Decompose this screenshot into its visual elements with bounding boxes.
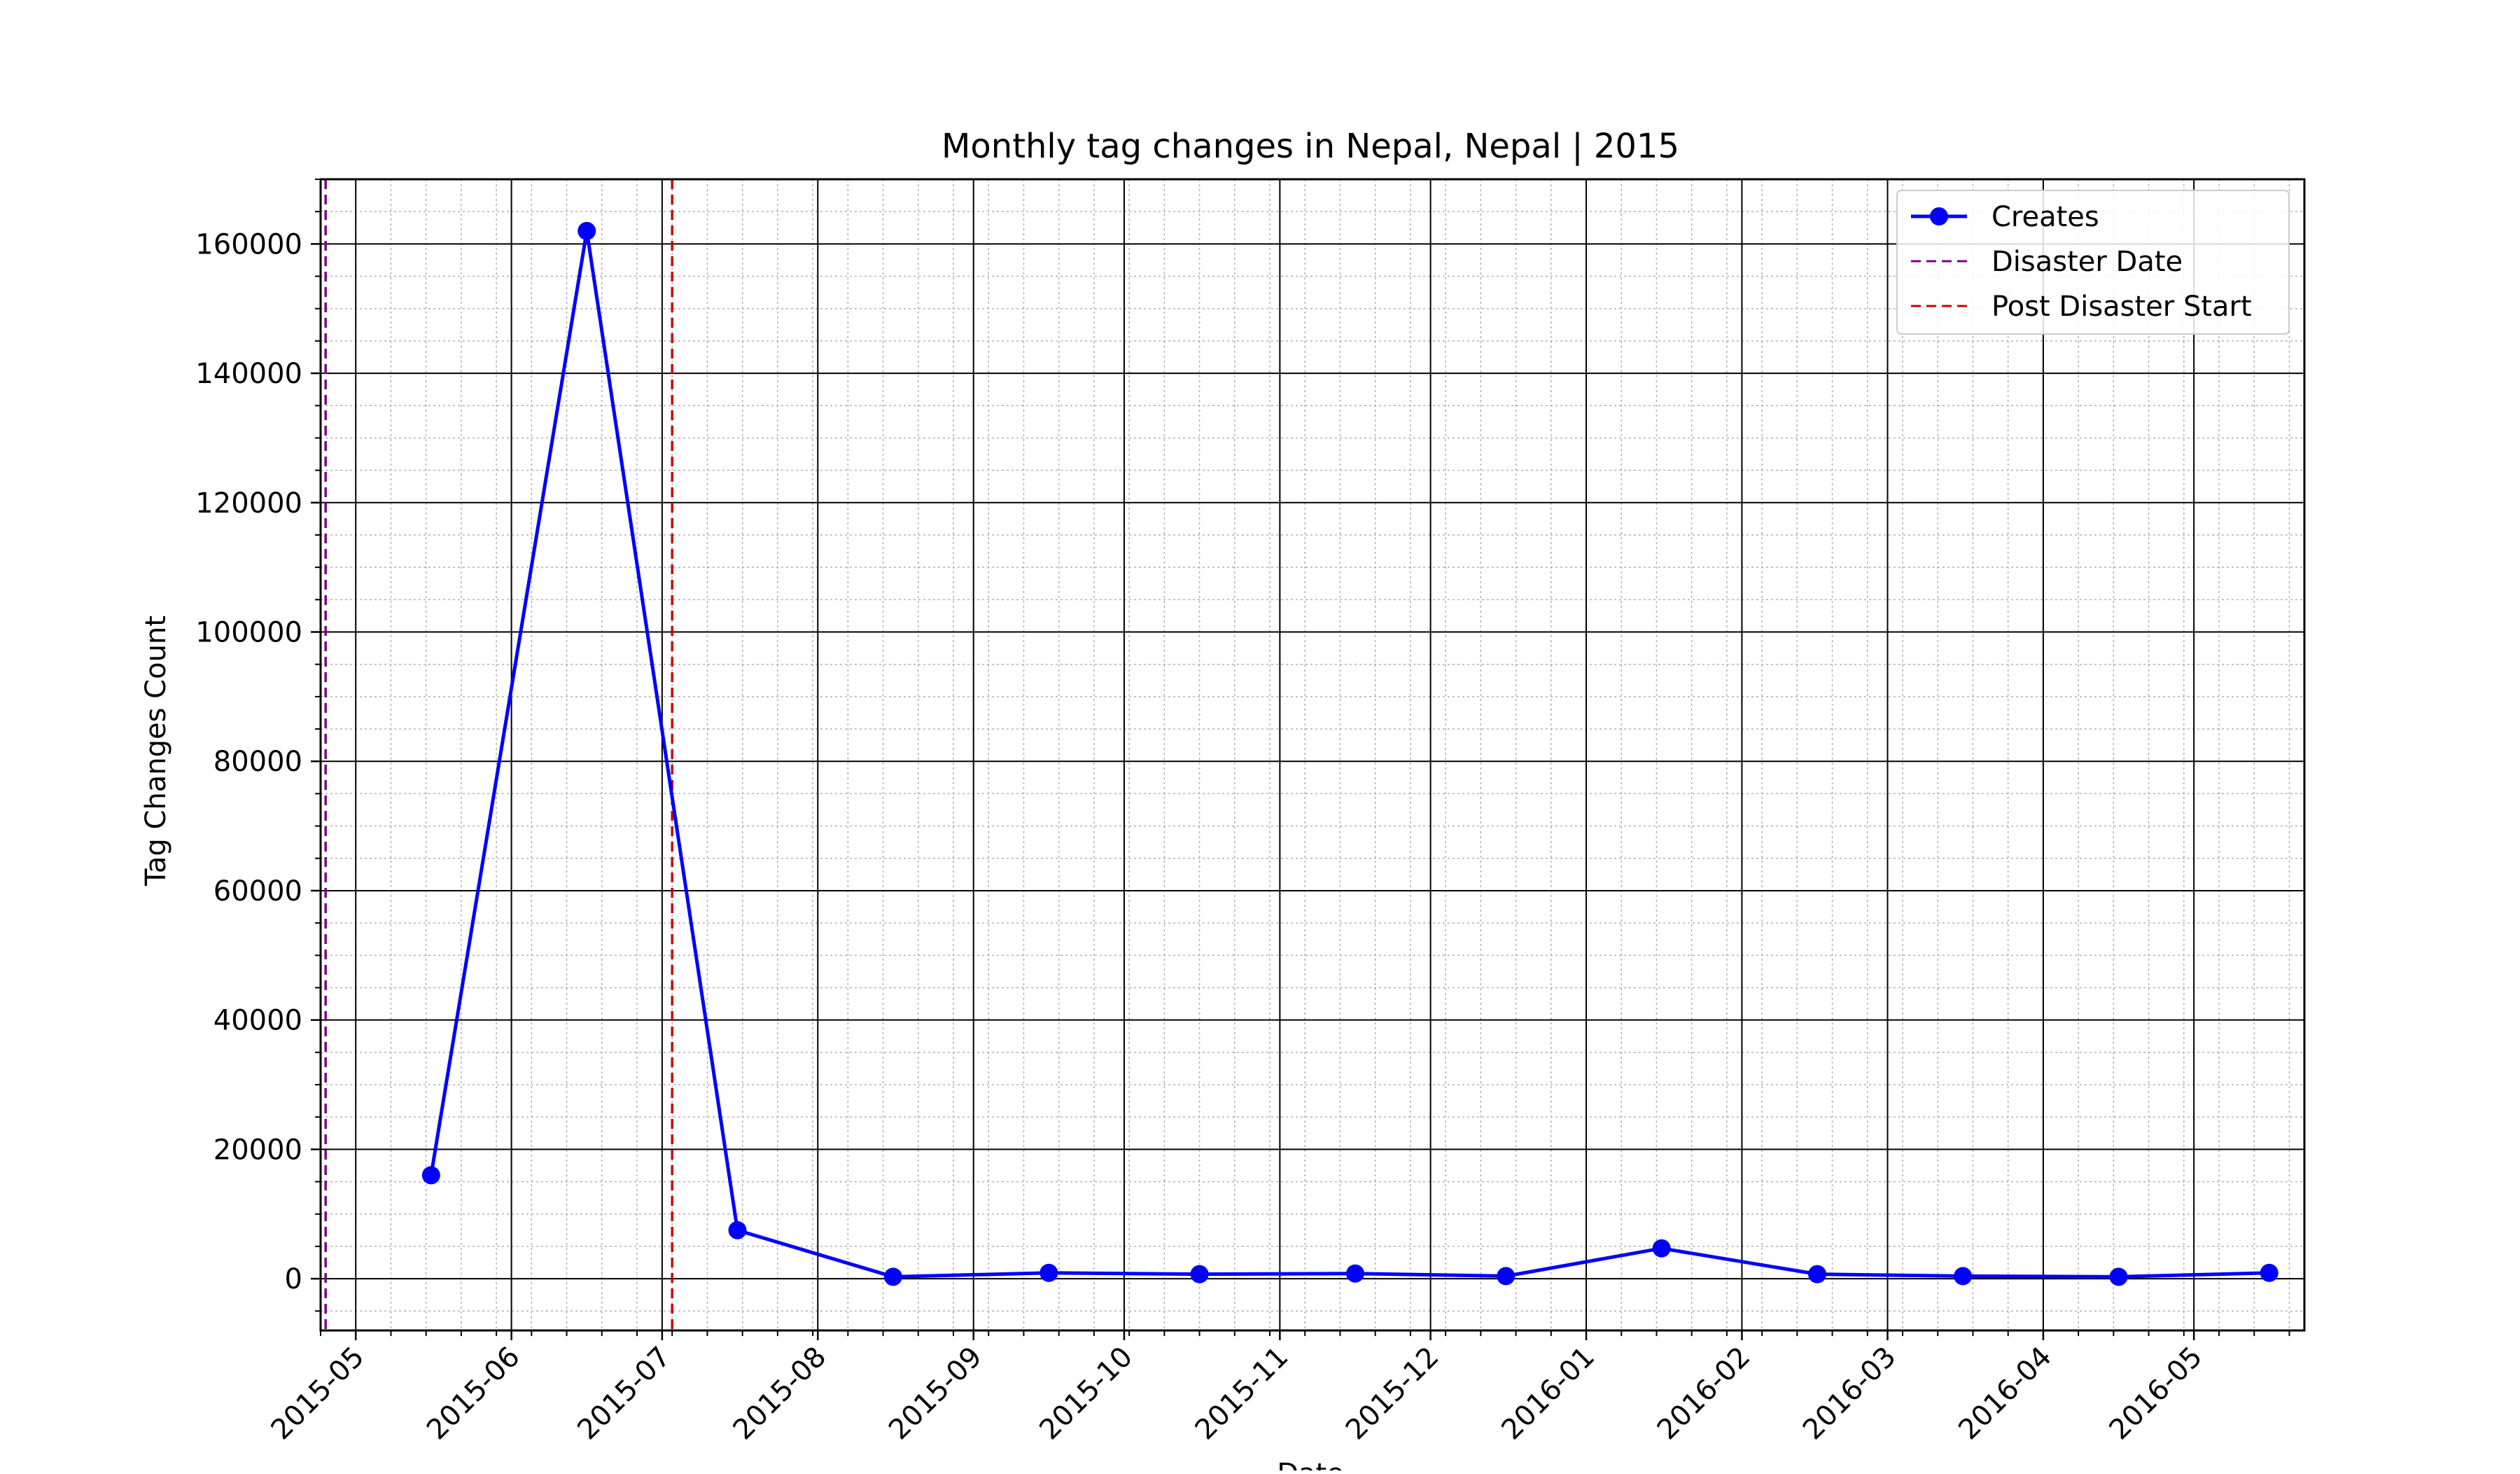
- chart-title: Monthly tag changes in Nepal, Nepal | 20…: [941, 127, 1679, 166]
- y-axis-label: Tag Changes Count: [140, 616, 172, 887]
- data-point: [421, 1166, 440, 1185]
- y-tick-label: 0: [285, 1263, 302, 1295]
- major-grid: [321, 179, 2304, 1330]
- data-point: [883, 1267, 902, 1286]
- y-tick-label: 20000: [214, 1134, 302, 1166]
- data-point: [1954, 1267, 1973, 1286]
- y-tick-label: 140000: [195, 358, 302, 390]
- axes: [319, 178, 2306, 1332]
- data-point: [1190, 1265, 1209, 1284]
- legend-box: [1896, 190, 2290, 335]
- y-tick-label: 120000: [195, 487, 302, 520]
- y-axis-ticks: 0 20000 40000 60000 80000 100000 120000 140000 1…: [195, 179, 321, 1312]
- legend-marker-creates: [1930, 207, 1948, 225]
- legend: Creates Disaster Date Post Disaster Star…: [1896, 190, 2290, 335]
- data-point: [578, 221, 596, 240]
- data-point: [2109, 1267, 2128, 1286]
- y-tick-label: 40000: [214, 1005, 302, 1037]
- data-point: [1497, 1267, 1516, 1286]
- event-lines: [324, 179, 673, 1330]
- x-axis-label: Date: [1277, 1458, 1344, 1470]
- legend-label-post-disaster-start: Post Disaster Start: [1991, 291, 2252, 323]
- minor-grid: [320, 179, 2304, 1330]
- data-point: [1652, 1239, 1671, 1258]
- legend-label-creates: Creates: [1991, 201, 2099, 233]
- plot-frame: [319, 178, 2306, 1332]
- y-tick-label: 80000: [214, 746, 302, 778]
- data-point: [1345, 1264, 1364, 1283]
- series-layer: [421, 221, 2278, 1286]
- y-tick-label: 100000: [195, 617, 302, 649]
- data-point: [728, 1221, 747, 1239]
- legend-label-disaster-date: Disaster Date: [1991, 246, 2183, 278]
- data-point: [2260, 1263, 2278, 1282]
- y-tick-label: 60000: [214, 875, 302, 908]
- data-point: [1808, 1265, 1827, 1284]
- y-tick-label: 160000: [195, 228, 302, 260]
- data-point: [1040, 1263, 1058, 1282]
